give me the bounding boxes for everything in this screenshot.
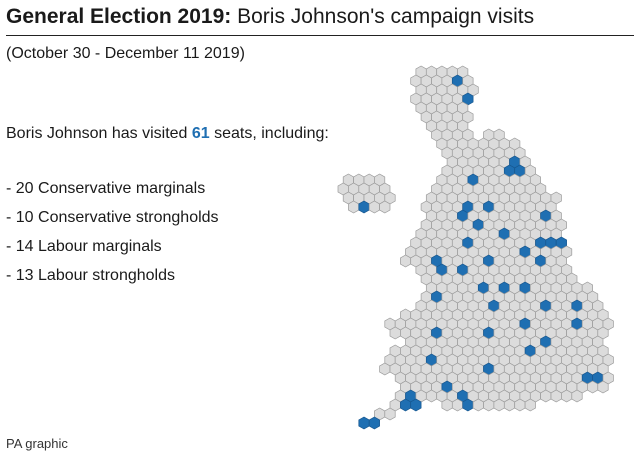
visited-seat-hex	[410, 398, 422, 412]
visited-seat-hex	[358, 200, 370, 214]
seat-hex	[483, 398, 495, 412]
breakdown-item-conservative-marginals: - 20 Conservative marginals	[6, 180, 206, 197]
seat-hex	[425, 389, 438, 403]
lead-prefix: Boris Johnson has visited	[6, 125, 192, 142]
date-range: (October 30 - December 11 2019)	[6, 45, 245, 62]
title-rest: Boris Johnson's campaign visits	[231, 5, 535, 28]
seat-hex	[379, 200, 391, 214]
seat-hex	[540, 389, 552, 403]
breakdown-item-labour-strongholds: - 13 Labour strongholds	[6, 267, 175, 284]
footer-credit: PA graphic	[6, 436, 68, 451]
summary-lead: Boris Johnson has visited 61 seats, incl…	[6, 124, 329, 144]
seat-hex	[379, 362, 391, 376]
seat-hex	[571, 389, 583, 403]
seat-hex	[441, 398, 453, 412]
seat-hex	[503, 398, 516, 412]
page-title: General Election 2019: Boris Johnson's c…	[6, 4, 534, 30]
title-bold: General Election 2019:	[6, 5, 232, 28]
visited-seat-hex	[462, 398, 474, 412]
seat-count: 61	[191, 125, 210, 142]
seat-hex	[451, 398, 464, 412]
seat-hex	[597, 380, 609, 394]
seat-hex	[384, 407, 396, 421]
seat-hex	[514, 398, 526, 412]
seat-hex	[561, 389, 573, 403]
lead-suffix: seats, including:	[209, 125, 329, 142]
visited-seat-hex	[400, 398, 412, 412]
seat-hex	[550, 389, 562, 403]
seat-hex	[389, 326, 401, 340]
breakdown-item-labour-marginals: - 14 Labour marginals	[6, 238, 162, 255]
seat-hex	[493, 398, 505, 412]
seat-hex	[472, 398, 484, 412]
seat-hex	[587, 380, 599, 394]
breakdown-item-conservative-strongholds: - 10 Conservative strongholds	[6, 209, 219, 226]
seat-hex	[348, 200, 360, 214]
seat-hex	[400, 254, 412, 268]
seat-hex	[524, 398, 536, 412]
visited-seat-hex	[368, 416, 380, 430]
seat-hex	[368, 200, 380, 214]
visited-seat-hex	[358, 416, 370, 430]
title-divider	[6, 35, 634, 36]
breakdown-list: - 20 Conservative marginals - 10 Conserv…	[6, 174, 219, 290]
